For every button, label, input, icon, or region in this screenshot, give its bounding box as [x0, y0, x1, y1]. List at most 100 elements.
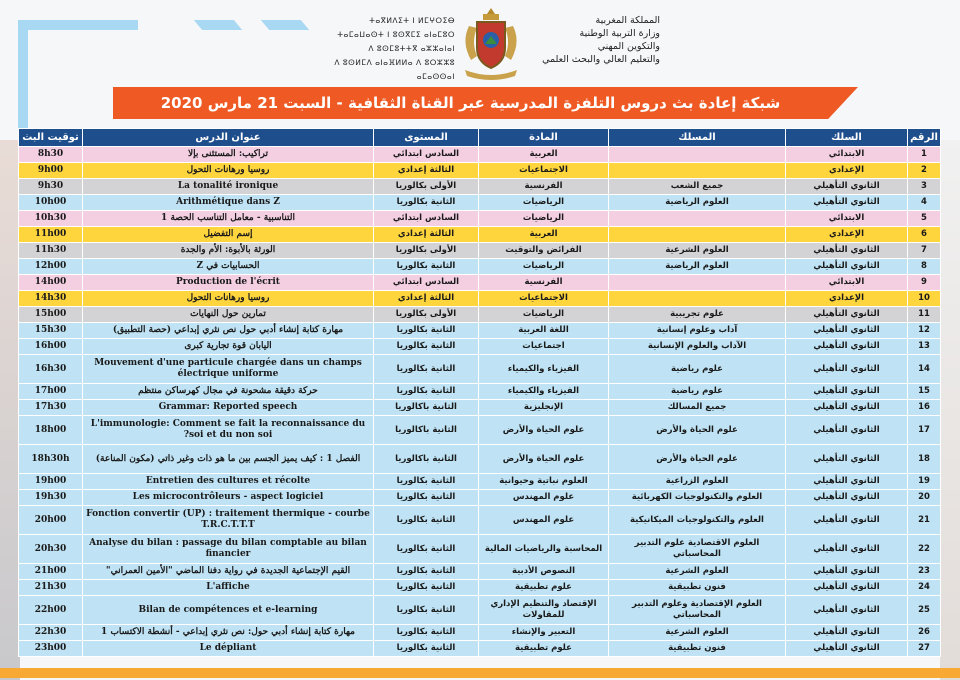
- track-cell: [608, 162, 786, 179]
- subject-cell: المحاسبة والرياضيات المالية: [478, 534, 609, 564]
- column-header-broadcast-time: توقيت البث: [18, 128, 83, 147]
- lesson-title-cell: L'affiche: [82, 579, 374, 596]
- track-cell: العلوم الإقتصادية وعلوم التدبير المحاسبا…: [608, 595, 786, 625]
- table-header-row: الرقم السلك المسلك المادة المستوى عنوان …: [18, 128, 941, 147]
- table-row: 26 الثانوي التأهيلي العلوم الشرعية التعبير …: [18, 624, 941, 641]
- level-cell: الثانية باكالوريا: [373, 399, 479, 416]
- level-cell: الثانية بكالوريا: [373, 505, 479, 535]
- subject-cell: الفيزياء والكيمياء: [478, 354, 609, 384]
- tifinagh-line: ⵜⴰⴳⵍⴷⵉⵜ ⵏ ⵍⵎⵖⵔⵉⴱ: [369, 16, 455, 25]
- track-cell: فنون تطبيقية: [608, 579, 786, 596]
- lesson-title-cell: حركة دقيقة مشحونة في مجال كهرساكن منتظم: [82, 383, 374, 400]
- subject-cell: الإنجليزية: [478, 399, 609, 416]
- track-cell: علوم الحياة والأرض: [608, 415, 786, 445]
- tifinagh-line: ⴷ ⵓⵙⵍⵎⴷ ⴰⵏⴰⴼⵍⵍⴰ ⴷ ⵓⵔⵣⵣⵓ ⴰⵎⴰⵙⵙⴰⵏ: [334, 58, 455, 81]
- row-number: 24: [907, 579, 941, 596]
- level-cell: الثانية باكالوريا: [373, 444, 479, 474]
- table-row: 9 الابتدائي الفرنسية السادس ابتدائي Producti…: [18, 274, 941, 291]
- title-banner: [113, 87, 858, 119]
- row-number: 21: [907, 505, 941, 535]
- table-row: 18 الثانوي التأهيلي علوم الحياة والأرض علوم…: [18, 444, 941, 474]
- cycle-cell: الثانوي التأهيلي: [785, 579, 908, 596]
- table-row: 17 الثانوي التأهيلي علوم الحياة والأرض علوم…: [18, 415, 941, 445]
- lesson-title-cell: روسيا ورهانات التحول: [82, 162, 374, 179]
- table-row: 14 الثانوي التأهيلي علوم رياضية الفيزياء وا…: [18, 354, 941, 384]
- lesson-title-cell: La tonalité ironique: [82, 178, 374, 195]
- row-number: 9: [907, 274, 941, 291]
- lesson-title-cell: Entretien des cultures et récolte: [82, 473, 374, 490]
- subject-cell: الفرنسية: [478, 274, 609, 291]
- ministry-name-tifinagh: ⵜⴰⴳⵍⴷⵉⵜ ⵏ ⵍⵎⵖⵔⵉⴱ ⵜⴰⵎⴰⵡⴰⵙⵜ ⵏ ⵓⵙⴳⵎⵉ ⴰⵏⴰⵎⵓⵔ…: [300, 14, 455, 84]
- track-cell: العلوم الشرعية: [608, 242, 786, 259]
- decorative-bar: [18, 20, 28, 128]
- subject-cell: علوم تطبيقية: [478, 579, 609, 596]
- row-number: 15: [907, 383, 941, 400]
- level-cell: الثانية بكالوريا: [373, 640, 479, 657]
- subject-cell: الرياضيات: [478, 194, 609, 211]
- row-number: 23: [907, 563, 941, 580]
- track-cell: [608, 210, 786, 227]
- cycle-cell: الإعدادي: [785, 162, 908, 179]
- table-row: 2 الإعدادي الاجتماعيات الثالثة إعدادي روسيا …: [18, 162, 941, 179]
- row-number: 11: [907, 306, 941, 323]
- track-cell: علوم رياضية: [608, 354, 786, 384]
- background-right: [940, 140, 960, 680]
- table-row: 25 الثانوي التأهيلي العلوم الإقتصادية وعلو…: [18, 595, 941, 625]
- lesson-title-cell: تراكيب: المستثنى بإلا: [82, 146, 374, 163]
- broadcast-time-cell: 14h00: [18, 274, 83, 291]
- cycle-cell: الثانوي التأهيلي: [785, 242, 908, 259]
- level-cell: السادس ابتدائي: [373, 274, 479, 291]
- cycle-cell: الثانوي التأهيلي: [785, 640, 908, 657]
- level-cell: السادس ابتدائي: [373, 146, 479, 163]
- level-cell: الأولى بكالوريا: [373, 178, 479, 195]
- lesson-title-cell: مهارة كتابة إنشاء أدبي حول: نص نثري إبدا…: [82, 624, 374, 641]
- subject-cell: الرياضيات: [478, 306, 609, 323]
- cycle-cell: الابتدائي: [785, 274, 908, 291]
- track-cell: فنون تطبيقية: [608, 640, 786, 657]
- cycle-cell: الثانوي التأهيلي: [785, 595, 908, 625]
- row-number: 26: [907, 624, 941, 641]
- track-cell: علوم تجريبية: [608, 306, 786, 323]
- cycle-cell: الثانوي التأهيلي: [785, 383, 908, 400]
- lesson-title-cell: اليابان قوة تجارية كبرى: [82, 338, 374, 355]
- lesson-title-cell: الورثة بالأبوة: الأم والجدة: [82, 242, 374, 259]
- table-row: 1 الابتدائي العربية السادس ابتدائي تراكيب: ا…: [18, 146, 941, 163]
- track-cell: جميع الشعب: [608, 178, 786, 195]
- subject-cell: التعبير والإنشاء: [478, 624, 609, 641]
- row-number: 7: [907, 242, 941, 259]
- lesson-title-cell: مهارة كتابة إنشاء أدبي حول نص نثري إبداع…: [82, 322, 374, 339]
- table-row: 6 الإعدادي العربية الثالثة إعدادي إسم التفضي…: [18, 226, 941, 243]
- broadcast-time-cell: 9h30: [18, 178, 83, 195]
- lesson-title-cell: L'immunologie: Comment se fait la reconn…: [82, 415, 374, 445]
- subject-cell: العلوم نباتية وحيوانية: [478, 473, 609, 490]
- broadcast-time-cell: 12h00: [18, 258, 83, 275]
- lesson-title-cell: تمارين حول النهايات: [82, 306, 374, 323]
- track-cell: [608, 274, 786, 291]
- column-header-lesson-title: عنوان الدرس: [82, 128, 374, 147]
- level-cell: الثانية بكالوريا: [373, 595, 479, 625]
- lesson-title-cell: Bilan de compétences et e-learning: [82, 595, 374, 625]
- row-number: 1: [907, 146, 941, 163]
- footer-bar: [0, 668, 960, 678]
- cycle-cell: الثانوي التأهيلي: [785, 415, 908, 445]
- row-number: 5: [907, 210, 941, 227]
- lesson-title-cell: Analyse du bilan : passage du bilan comp…: [82, 534, 374, 564]
- row-number: 25: [907, 595, 941, 625]
- level-cell: الثانية بكالوريا: [373, 258, 479, 275]
- column-header-track: المسلك: [608, 128, 786, 147]
- broadcast-time-cell: 22h30: [18, 624, 83, 641]
- table-row: 7 الثانوي التأهيلي العلوم الشرعية الفرائض و…: [18, 242, 941, 259]
- row-number: 8: [907, 258, 941, 275]
- row-number: 13: [907, 338, 941, 355]
- page-title: شبكة إعادة بث دروس التلفزة المدرسية عبر …: [160, 94, 781, 112]
- subject-cell: الاجتماعيات: [478, 290, 609, 307]
- level-cell: الثالثة إعدادي: [373, 290, 479, 307]
- decorative-bar: [18, 20, 138, 30]
- broadcast-time-cell: 11h00: [18, 226, 83, 243]
- subject-cell: الفيزياء والكيمياء: [478, 383, 609, 400]
- cycle-cell: الثانوي التأهيلي: [785, 338, 908, 355]
- lesson-title-cell: روسيا ورهانات التحول: [82, 290, 374, 307]
- cycle-cell: الثانوي التأهيلي: [785, 399, 908, 416]
- coat-of-arms-icon: [465, 8, 517, 80]
- level-cell: الأولى بكالوريا: [373, 306, 479, 323]
